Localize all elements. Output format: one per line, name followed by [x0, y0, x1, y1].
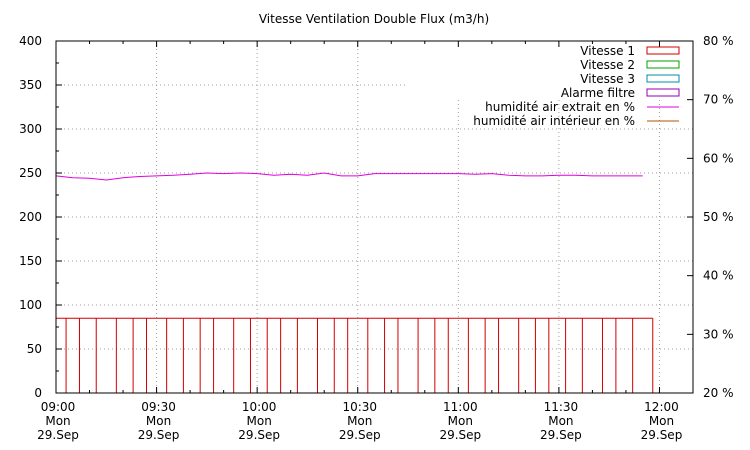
grid-layer [56, 41, 693, 393]
legend-swatch-box [646, 88, 680, 97]
y-left-tick-label: 0 [34, 386, 42, 400]
y-left-tick-label: 50 [27, 342, 42, 356]
x-tick-label-time: 11:00 [443, 400, 478, 414]
legend-swatch-box [646, 46, 680, 55]
x-tick-label-date: 29.Sep [37, 428, 79, 442]
legend-swatch-box [646, 74, 680, 83]
legend-swatch-box [646, 60, 680, 69]
y-right-tick-label: 80 % [703, 34, 734, 48]
x-tick-label-time: 09:00 [41, 400, 76, 414]
x-tick-label-time: 10:30 [342, 400, 377, 414]
x-tick-label-date: 29.Sep [238, 428, 280, 442]
y-left-tick-label: 350 [19, 78, 42, 92]
legend-label: Vitesse 2 [580, 58, 635, 72]
x-tick-label-date: 29.Sep [540, 428, 582, 442]
x-tick-label-day: Mon [649, 414, 674, 428]
x-tick-label-date: 29.Sep [138, 428, 180, 442]
y-right-tick-label: 70 % [703, 93, 734, 107]
y-left-tick-label: 100 [19, 298, 42, 312]
x-tick-label-date: 29.Sep [439, 428, 481, 442]
humidite-extrait-line [55, 172, 643, 181]
x-tick-label-day: Mon [45, 414, 70, 428]
y-left-tick-label: 200 [19, 210, 42, 224]
y-right-tick-label: 50 % [703, 210, 734, 224]
axes-layer: 0 50 100 150 200 250 300 350 400 20 % 30 % 40 % 50 %… [19, 34, 733, 442]
x-tick-label-date: 29.Sep [641, 428, 683, 442]
y-right-tick-label: 30 % [703, 327, 734, 341]
x-tick-label-time: 11:30 [544, 400, 579, 414]
chart-title: Vitesse Ventilation Double Flux (m3/h) [259, 12, 489, 26]
x-tick-label-day: Mon [548, 414, 573, 428]
y-right-tick-label: 20 % [703, 386, 734, 400]
series-layer [55, 172, 654, 393]
y-right-tick-label: 40 % [703, 269, 734, 283]
x-tick-label-time: 09:30 [141, 400, 176, 414]
legend-label: Vitesse 1 [580, 44, 635, 58]
x-tick-label-time: 12:00 [644, 400, 679, 414]
x-tick-label-day: Mon [146, 414, 171, 428]
y-left-tick-label: 150 [19, 254, 42, 268]
x-tick-label-day: Mon [247, 414, 272, 428]
y-left-tick-label: 250 [19, 166, 42, 180]
y-right-tick-label: 60 % [703, 151, 734, 165]
x-tick-label-day: Mon [347, 414, 372, 428]
legend-label: humidité air extrait en % [485, 100, 635, 114]
y-left-tick-label: 400 [19, 34, 42, 48]
legend-label: Vitesse 3 [580, 72, 635, 86]
x-tick-label-day: Mon [448, 414, 473, 428]
legend-label: humidité air intérieur en % [473, 114, 635, 128]
legend-label: Alarme filtre [561, 86, 635, 100]
y-left-tick-label: 300 [19, 122, 42, 136]
x-tick-label-date: 29.Sep [339, 428, 381, 442]
x-tick-label-time: 10:00 [242, 400, 277, 414]
